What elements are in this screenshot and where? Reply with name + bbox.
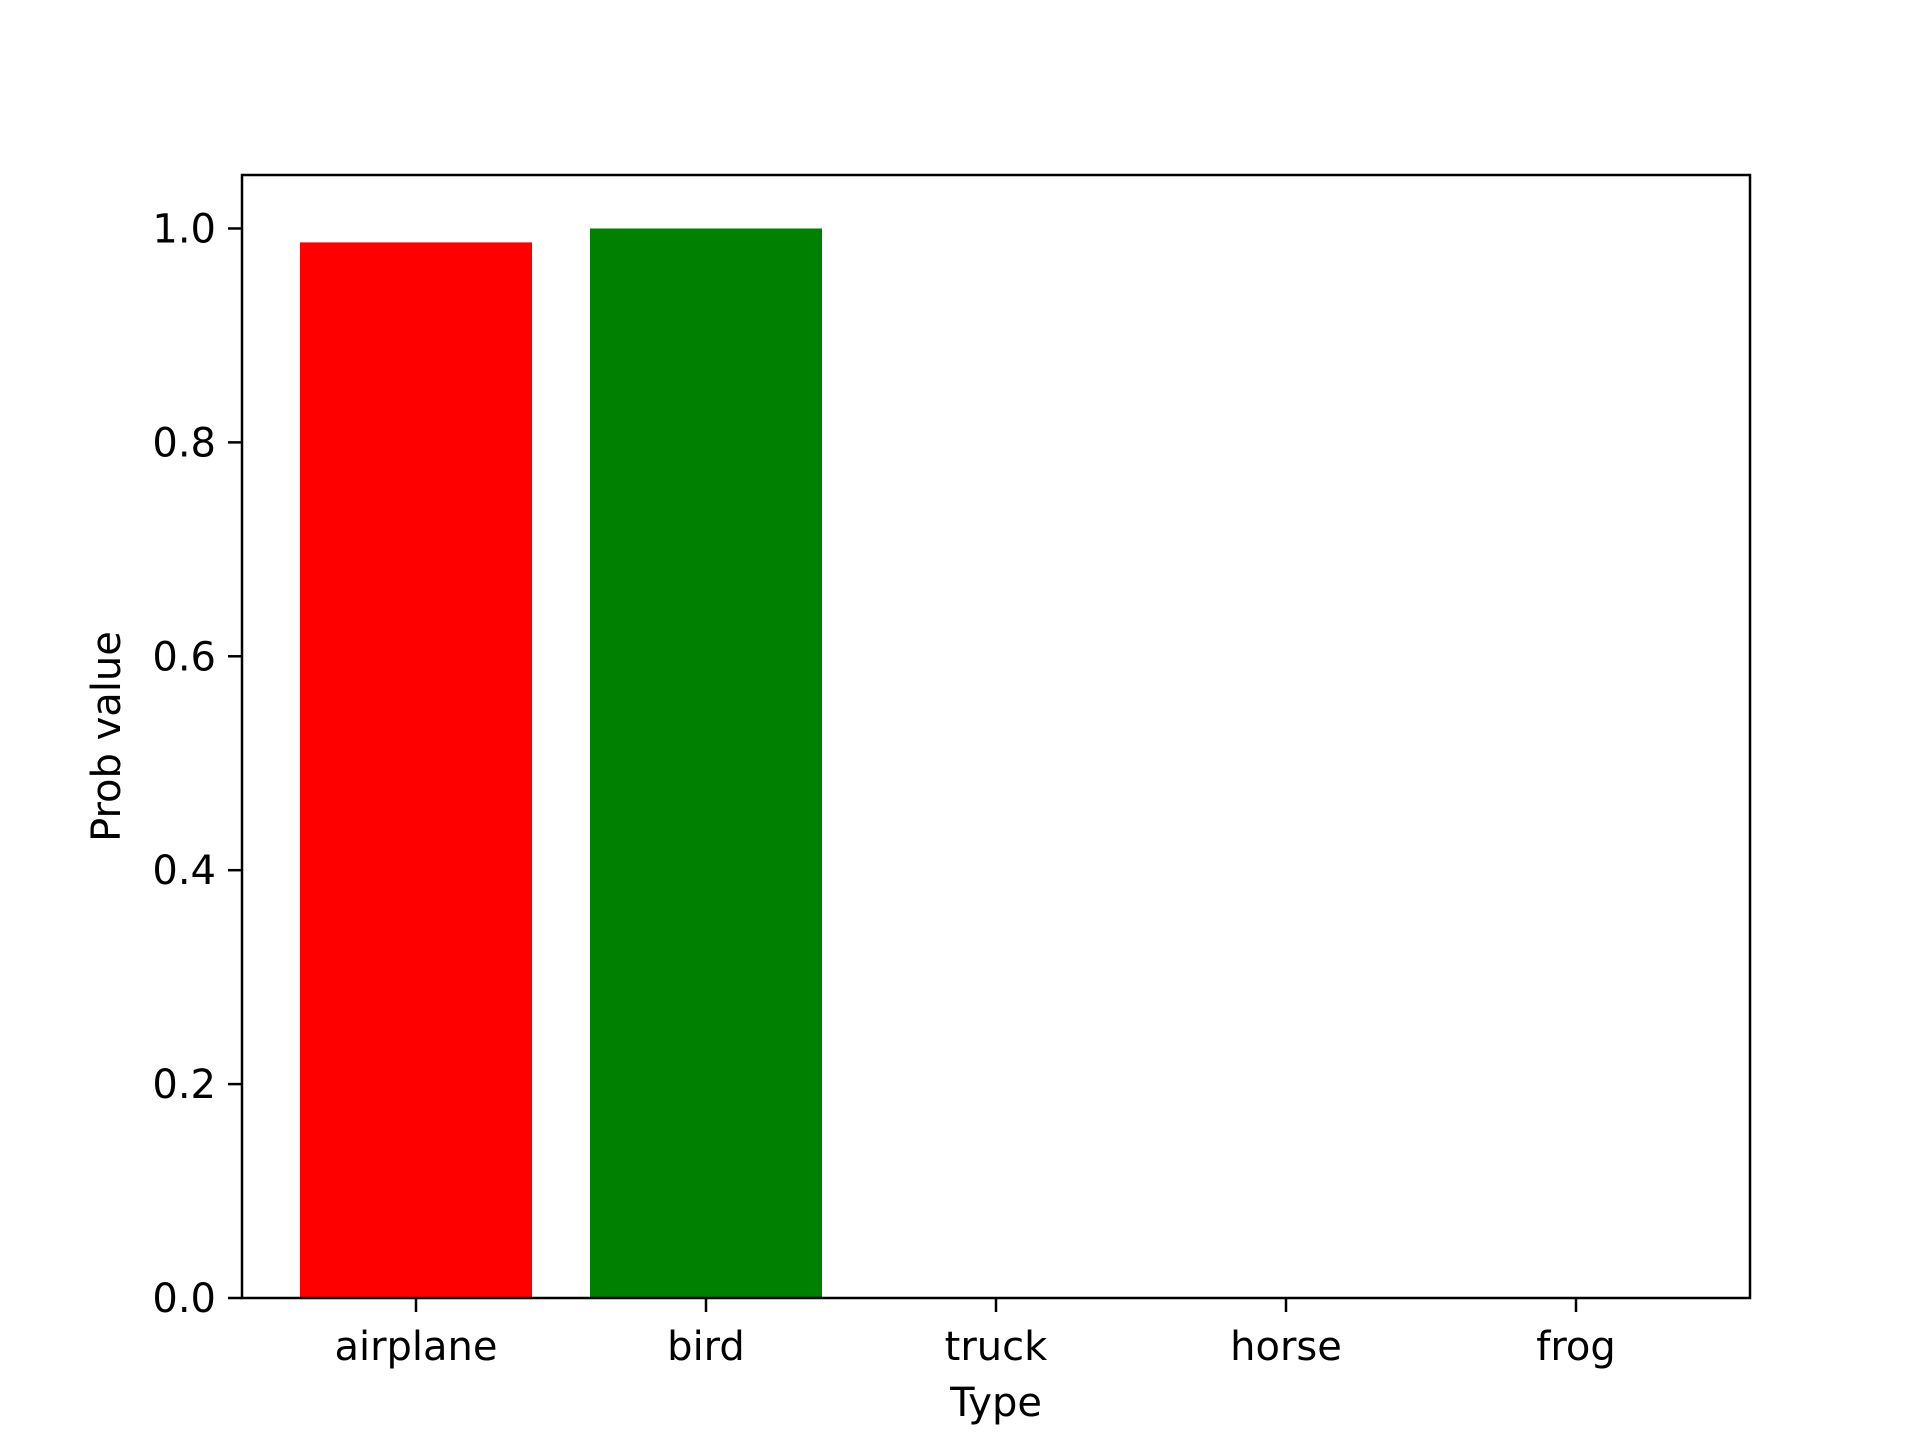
y-tick-label: 1.0 [152,206,216,252]
x-tick-label: bird [667,1324,745,1370]
x-tick-label: frog [1536,1324,1616,1370]
x-tick-label: airplane [334,1324,497,1370]
y-axis-label: Prob value [84,631,130,842]
x-tick-label: horse [1230,1324,1342,1370]
y-tick-label: 0.6 [152,634,216,680]
bars-layer [300,228,822,1298]
bar-airplane [300,242,532,1298]
x-tick-label: truck [945,1324,1048,1370]
y-tick-label: 0.4 [152,848,216,894]
y-axis-ticks: 0.0 0.2 0.4 0.6 0.8 1.0 [152,206,242,1322]
y-tick-label: 0.0 [152,1276,216,1322]
bar-bird [590,228,822,1298]
y-tick-label: 0.2 [152,1062,216,1108]
y-tick-label: 0.8 [152,420,216,466]
x-axis-label: Type [949,1380,1042,1426]
plot-frame [240,173,1752,1300]
x-axis-ticks: airplane bird truck horse frog [334,1298,1616,1370]
